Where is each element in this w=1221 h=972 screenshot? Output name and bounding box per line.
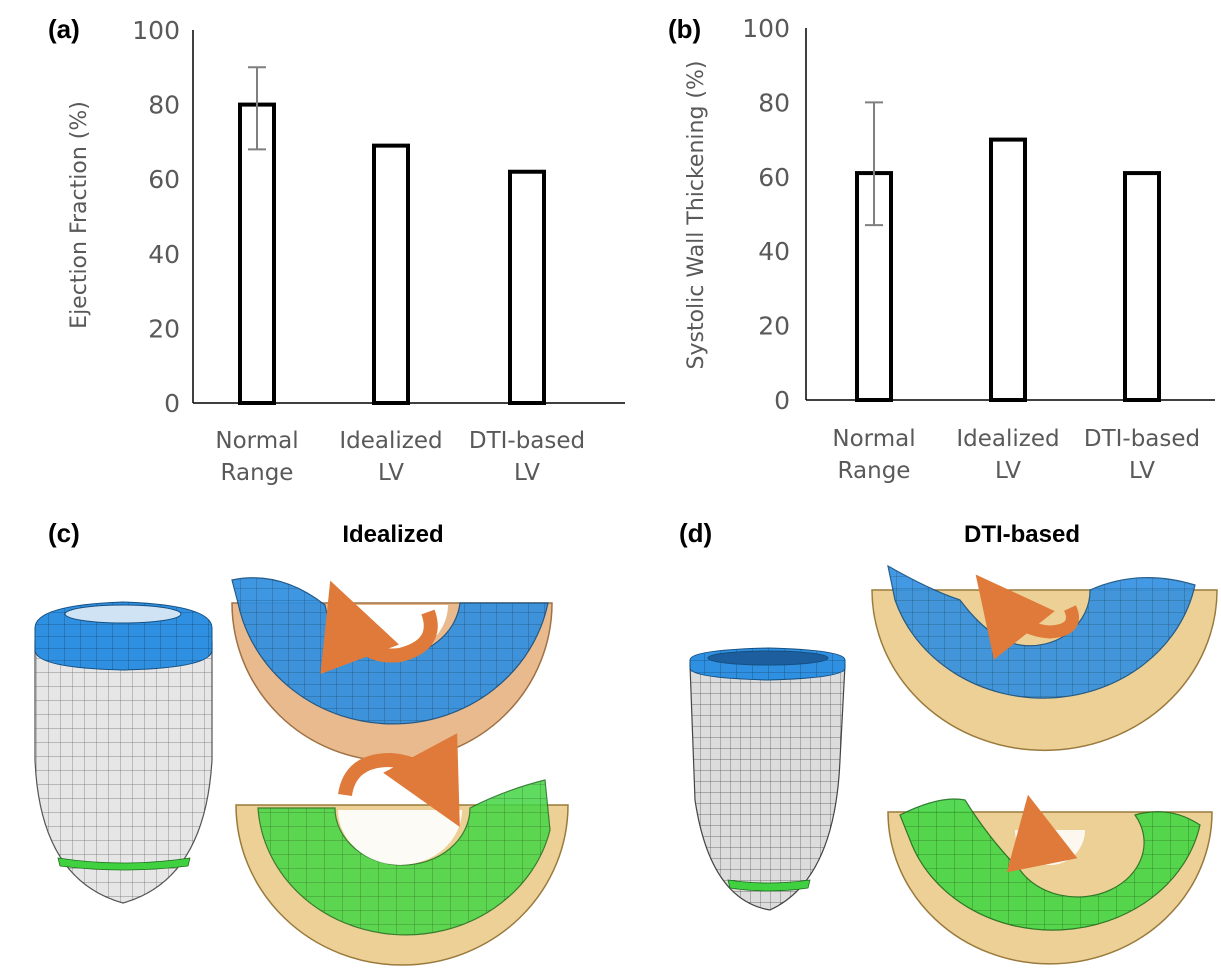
dti-green-slice (887, 794, 1213, 965)
y-tick-label-a-2: 40 (148, 240, 180, 269)
y-tick-label-a-3: 60 (148, 165, 180, 194)
rotation-arrow-icon-4 (1006, 794, 1078, 873)
x-category-label-a-1: Idealized LV (339, 428, 442, 486)
bar-a-1 (372, 143, 410, 405)
y-tick-label-a-4: 80 (148, 91, 180, 120)
rotation-arrow-icon-3 (975, 574, 1079, 660)
y-tick-label-b-0: 0 (774, 386, 790, 415)
y-ticks-b: 0 20 40 60 80 100 (742, 14, 790, 415)
bars-b (855, 101, 1161, 402)
y-ticks-a: 0 20 40 60 80 100 (132, 16, 180, 418)
dti-blue-slice (871, 564, 1218, 752)
x-category-label-b-2: DTI-based LV (1084, 426, 1200, 484)
y-tick-label-b-1: 20 (758, 312, 790, 341)
idealized-green-slice (235, 733, 569, 966)
y-tick-label-b-4: 80 (758, 88, 790, 117)
y-tick-label-b-5: 100 (742, 14, 790, 43)
x-category-label-a-0: Normal Range (215, 428, 298, 486)
x-category-label-b-0: Normal Range (832, 426, 915, 484)
panel-label-b: (b) (668, 14, 701, 44)
x-category-label-a-2: DTI-based LV (469, 428, 585, 486)
panel-title-d: DTI-based (964, 521, 1080, 548)
bar-b-2 (1123, 171, 1161, 402)
y-tick-label-b-3: 60 (758, 163, 790, 192)
y-tick-label-a-1: 20 (148, 314, 180, 343)
y-tick-label-a-0: 0 (164, 389, 180, 418)
y-tick-label-b-2: 40 (758, 237, 790, 266)
x-categories-b: Normal Range Idealized LV DTI-based LV (832, 426, 1200, 484)
panel-label-a: (a) (48, 14, 80, 44)
x-category-label-b-1: Idealized LV (956, 426, 1059, 484)
y-axis-label-b: Systolic Wall Thickening (%) (684, 61, 709, 370)
panel-dti-model: (d) DTI-based (679, 518, 1218, 965)
panel-idealized-model: (c) Idealized (34, 518, 569, 966)
bars-a (238, 66, 546, 405)
rotation-arrow-icon-2 (338, 733, 460, 828)
dti-lv-mesh (689, 647, 846, 911)
idealized-blue-slice (231, 577, 553, 762)
panel-label-c: (c) (48, 518, 80, 548)
panel-label-d: (d) (679, 518, 712, 548)
chart-wall-thickening: (b) Systolic Wall Thickening (%) 0 20 40 60… (668, 14, 1215, 484)
bar-b-1 (989, 137, 1027, 402)
y-tick-label-a-5: 100 (132, 16, 180, 45)
rotation-arrow-icon (320, 580, 438, 675)
idealized-lv-mesh (34, 601, 213, 904)
bar-a-2 (508, 169, 546, 405)
y-axis-label-a: Ejection Fraction (%) (67, 101, 92, 329)
panel-title-c: Idealized (342, 521, 443, 548)
bar-a-0 (238, 102, 276, 405)
chart-ejection-fraction: (a) Ejection Fraction (%) 0 20 40 60 80 100 N… (48, 14, 625, 486)
x-categories-a: Normal Range Idealized LV DTI-based LV (215, 428, 585, 486)
